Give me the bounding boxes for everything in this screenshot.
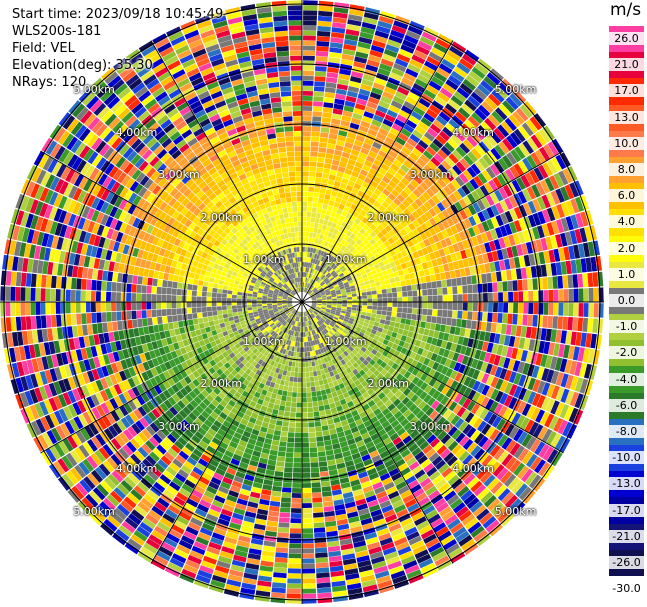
range-ring-label: 1.00km — [325, 335, 367, 348]
azimuth-spoke — [301, 301, 564, 454]
range-ring-label: 3.00km — [409, 168, 452, 182]
range-ring-label: 5.00km — [494, 504, 537, 518]
radar-gates — [0, 0, 604, 604]
elevation: Elevation(deg): 35.30 — [12, 58, 153, 73]
colorbar-tick-label: 0.0 — [609, 294, 644, 307]
nrays: NRays: 120 — [12, 75, 87, 90]
colorbar-tick-label: -10.0 — [609, 451, 644, 465]
colorbar-tick-label: 8.0 — [609, 163, 644, 176]
instrument-name: WLS200s-181 — [12, 24, 102, 39]
azimuth-spoke — [40, 301, 303, 454]
colorbar-tick-label: -21.0 — [609, 529, 644, 543]
colorbar-tick-label: 13.0 — [609, 110, 644, 124]
colorbar-tick-label: -17.0 — [609, 503, 644, 517]
range-ring-label: 5.00km — [494, 83, 537, 97]
range-ring-label: 5.00km — [73, 504, 115, 518]
field-name: Field: VEL — [12, 41, 75, 56]
range-ring-label: 4.00km — [115, 462, 158, 476]
colorbar-title: m/s — [610, 0, 642, 20]
azimuth-spoke — [40, 150, 303, 303]
colorbar-tick-label: -2.0 — [609, 346, 644, 360]
range-ring-label: 2.00km — [200, 210, 243, 224]
range-ring-label: 3.00km — [158, 168, 200, 182]
range-ring-label: 5.00km — [73, 83, 115, 97]
azimuth-spoke — [301, 150, 564, 303]
colorbar-tick-label: -4.0 — [609, 372, 644, 386]
colorbar-tick-label: 1.0 — [609, 267, 644, 281]
colorbar-tick-label: -26.0 — [609, 556, 644, 569]
azimuth-spoke — [150, 40, 303, 303]
range-ring-label: 2.00km — [200, 377, 243, 391]
colorbar-tick-label: 21.0 — [609, 58, 644, 72]
radar-ppi-display — [0, 0, 604, 604]
azimuth-spoke — [150, 301, 303, 564]
range-ring-label: 3.00km — [409, 419, 452, 433]
scan-info: Start time: 2023/09/18 10:45:49 WLS200s-… — [12, 6, 223, 91]
colorbar-tick-label: 17.0 — [609, 84, 644, 98]
azimuth-spoke — [301, 40, 454, 303]
range-ring-label: 2.00km — [367, 210, 410, 224]
range-ring-label: 1.00km — [242, 335, 285, 348]
azimuth-spoke — [301, 301, 454, 564]
colorbar-tick-label: -1.0 — [609, 320, 644, 334]
range-ring-label: 3.00km — [158, 419, 200, 433]
range-ring-label: 4.00km — [115, 125, 158, 139]
range-ring-label: 1.00km — [325, 252, 367, 266]
colorbar-tick-label: -13.0 — [609, 477, 644, 491]
colorbar: 26.0 21.0 17.0 13.0 10.0 8.0 6.0 4.0 2.0 1.0 0.0 -1… — [609, 26, 644, 596]
colorbar-tick-label: -6.0 — [609, 398, 644, 412]
start-time: Start time: 2023/09/18 10:45:49 — [12, 7, 224, 22]
range-ring-label: 4.00km — [452, 125, 494, 139]
colorbar-tick-label: 10.0 — [609, 136, 644, 150]
colorbar-tick-label: 26.0 — [609, 32, 644, 45]
colorbar-tick-label: 6.0 — [609, 189, 644, 203]
range-ring-label: 1.00km — [242, 252, 285, 266]
range-ring-label: 2.00km — [367, 377, 410, 391]
colorbar-tick-label: -8.0 — [609, 425, 644, 438]
range-ring-label: 4.00km — [452, 462, 494, 476]
colorbar-tick-label: -30.0 — [609, 582, 644, 596]
colorbar-tick-label: 4.0 — [609, 215, 644, 229]
colorbar-tick-label: 2.0 — [609, 241, 644, 255]
